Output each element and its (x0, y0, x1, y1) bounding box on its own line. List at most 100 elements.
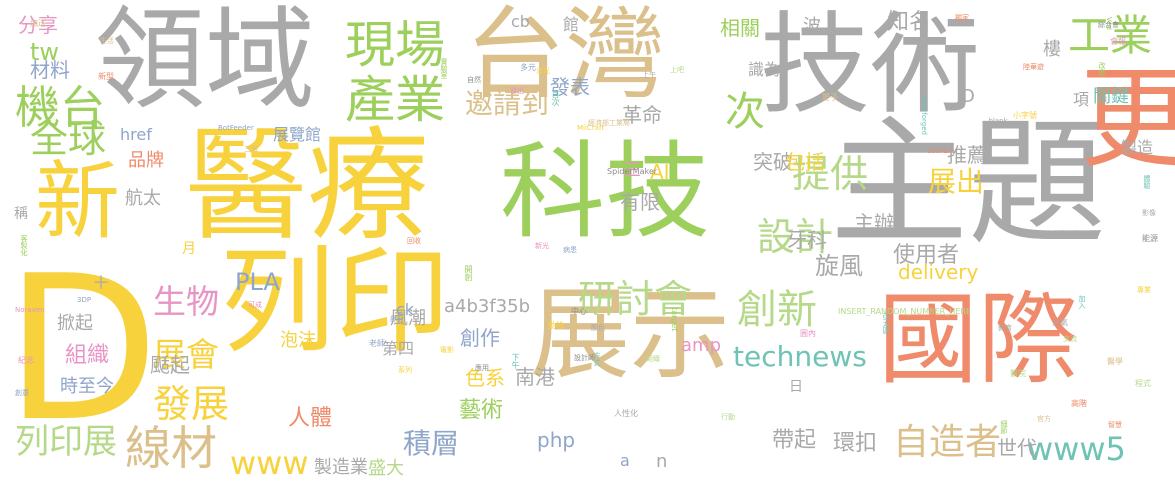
tiny-word-23: 發出 (510, 87, 524, 95)
word-27: 列印展 (15, 422, 117, 462)
word-42: delivery (898, 260, 979, 284)
word-45: a4b3f35b (444, 296, 531, 317)
word-69: 泡沫 (280, 330, 316, 351)
word-31: 生物 (153, 282, 219, 321)
tiny-word-16: 綜合會 (1098, 21, 1119, 29)
tiny-word-51: 高階 (1071, 399, 1087, 408)
tiny-word-54: 老師 (369, 339, 385, 348)
word-33: tw (30, 38, 60, 66)
word-18: 創新 (737, 287, 817, 333)
word-29: 發展 (153, 382, 230, 426)
word-43: 旋風 (815, 252, 863, 280)
word-37: 知名 (887, 10, 932, 35)
tiny-word-57: 下午 (511, 353, 520, 369)
tiny-word-52: 細節 (1000, 420, 1008, 434)
tiny-word-17: 亞太區 (882, 313, 890, 334)
word-24: 自造者 (893, 422, 1002, 463)
word-2: 領域 (95, 0, 315, 124)
word-92: ＋ (92, 273, 110, 294)
word-49: 南港 (515, 365, 555, 389)
word-48: 色系 (465, 366, 505, 390)
word-56: 革命 (622, 103, 662, 127)
tiny-word-44: 病患 (563, 246, 577, 254)
word-64: 世代 (997, 436, 1037, 460)
word-32: www (230, 444, 309, 482)
word-3: 醫療 (185, 115, 429, 257)
word-74: amp (681, 335, 721, 356)
word-78: 稱 (14, 206, 28, 222)
word-52: 品牌 (128, 150, 164, 171)
word-12: 現場 (345, 16, 445, 74)
tiny-word-41: 回收 (407, 237, 421, 245)
word-11: 更 (1061, 60, 1175, 164)
tiny-word-37: 加入 (1078, 295, 1086, 309)
tiny-word-63: 紀念 (18, 356, 34, 365)
word-28: 積層 (403, 427, 460, 460)
tiny-word-47: 方式 (593, 352, 601, 366)
word-70: 風潮 (390, 308, 426, 329)
word-6: 列印 (220, 235, 451, 369)
tiny-word-12: target (670, 307, 679, 332)
word-36: 相關 (720, 16, 760, 40)
word-73: 盛大 (368, 458, 404, 479)
word-67: 時至今 (60, 376, 114, 397)
tiny-word-18: 大氣 (1052, 318, 1068, 327)
word-83: 樓 (1043, 39, 1061, 60)
tiny-word-35: 電影 (440, 346, 454, 354)
word-60: 包括 (785, 150, 825, 174)
tiny-word-67: 體驗 (1143, 175, 1151, 189)
word-91: 展覽館 (273, 125, 322, 144)
word-38: 次 (725, 89, 765, 135)
tiny-word-50: 官方 (1037, 415, 1051, 423)
word-72: 製造業 (314, 457, 368, 478)
tiny-word-60: 醫學 (1107, 357, 1123, 366)
word-86: 製造 (1121, 138, 1154, 157)
word-34: 分享 (18, 13, 58, 37)
word-66: 颳起 (150, 353, 190, 377)
word-75: ck (396, 300, 415, 319)
word-35: 材料 (30, 58, 70, 82)
word-54: AI (650, 160, 670, 184)
word-26: 線材 (125, 421, 217, 475)
word-76: n (656, 451, 668, 472)
word-30: 展會 (153, 335, 219, 374)
word-16: 全球 (30, 117, 107, 161)
word-85: 項 (1073, 90, 1090, 109)
tiny-word-11: ecoPLA (927, 147, 953, 155)
tiny-word-21: 新型 (98, 72, 114, 81)
tiny-word-2: Ved (1105, 17, 1113, 30)
tiny-word-66: 能源 (1142, 234, 1158, 243)
tiny-word-64: 創意 (15, 389, 29, 397)
word-71: 第四 (382, 339, 415, 358)
tiny-word-24: 多元 (520, 63, 536, 72)
tiny-word-36: 中心 (571, 307, 587, 316)
tiny-word-31: 陸華遊 (1023, 63, 1044, 71)
word-14: 工業 (1068, 11, 1153, 60)
word-41: 使用者 (893, 243, 960, 268)
tiny-word-42: 開創 (464, 265, 473, 281)
tiny-word-6: SpiderMaker (607, 167, 658, 176)
word-17: 研討會 (578, 277, 693, 321)
word-84: 關鍵 (1093, 86, 1129, 107)
word-47: 藝術 (459, 398, 504, 423)
word-25: www5 (1027, 430, 1126, 468)
word-88: href (120, 125, 152, 144)
word-4: 科技 (500, 131, 711, 253)
tiny-word-22: 實驗室 (440, 58, 448, 79)
tiny-word-28: 上午 (642, 71, 656, 79)
tiny-word-14: 3DP (77, 296, 92, 304)
tiny-word-45: 動物 (548, 321, 564, 330)
word-87: 識為 (748, 60, 781, 79)
word-39: 牙科 (787, 228, 827, 252)
word-55: 三 (620, 160, 641, 177)
tiny-word-49: 行動 (721, 413, 735, 421)
word-9: D (5, 233, 160, 466)
tiny-word-0: 加送 (30, 19, 46, 28)
tiny-word-65: 專業 (1137, 286, 1151, 294)
tiny-word-61: 智慧 (1108, 421, 1122, 429)
word-89: 日 (789, 379, 803, 395)
word-7: 展示 (530, 276, 730, 393)
word-46: 創作 (460, 326, 500, 350)
tiny-word-4: BotFeeder (218, 124, 254, 132)
